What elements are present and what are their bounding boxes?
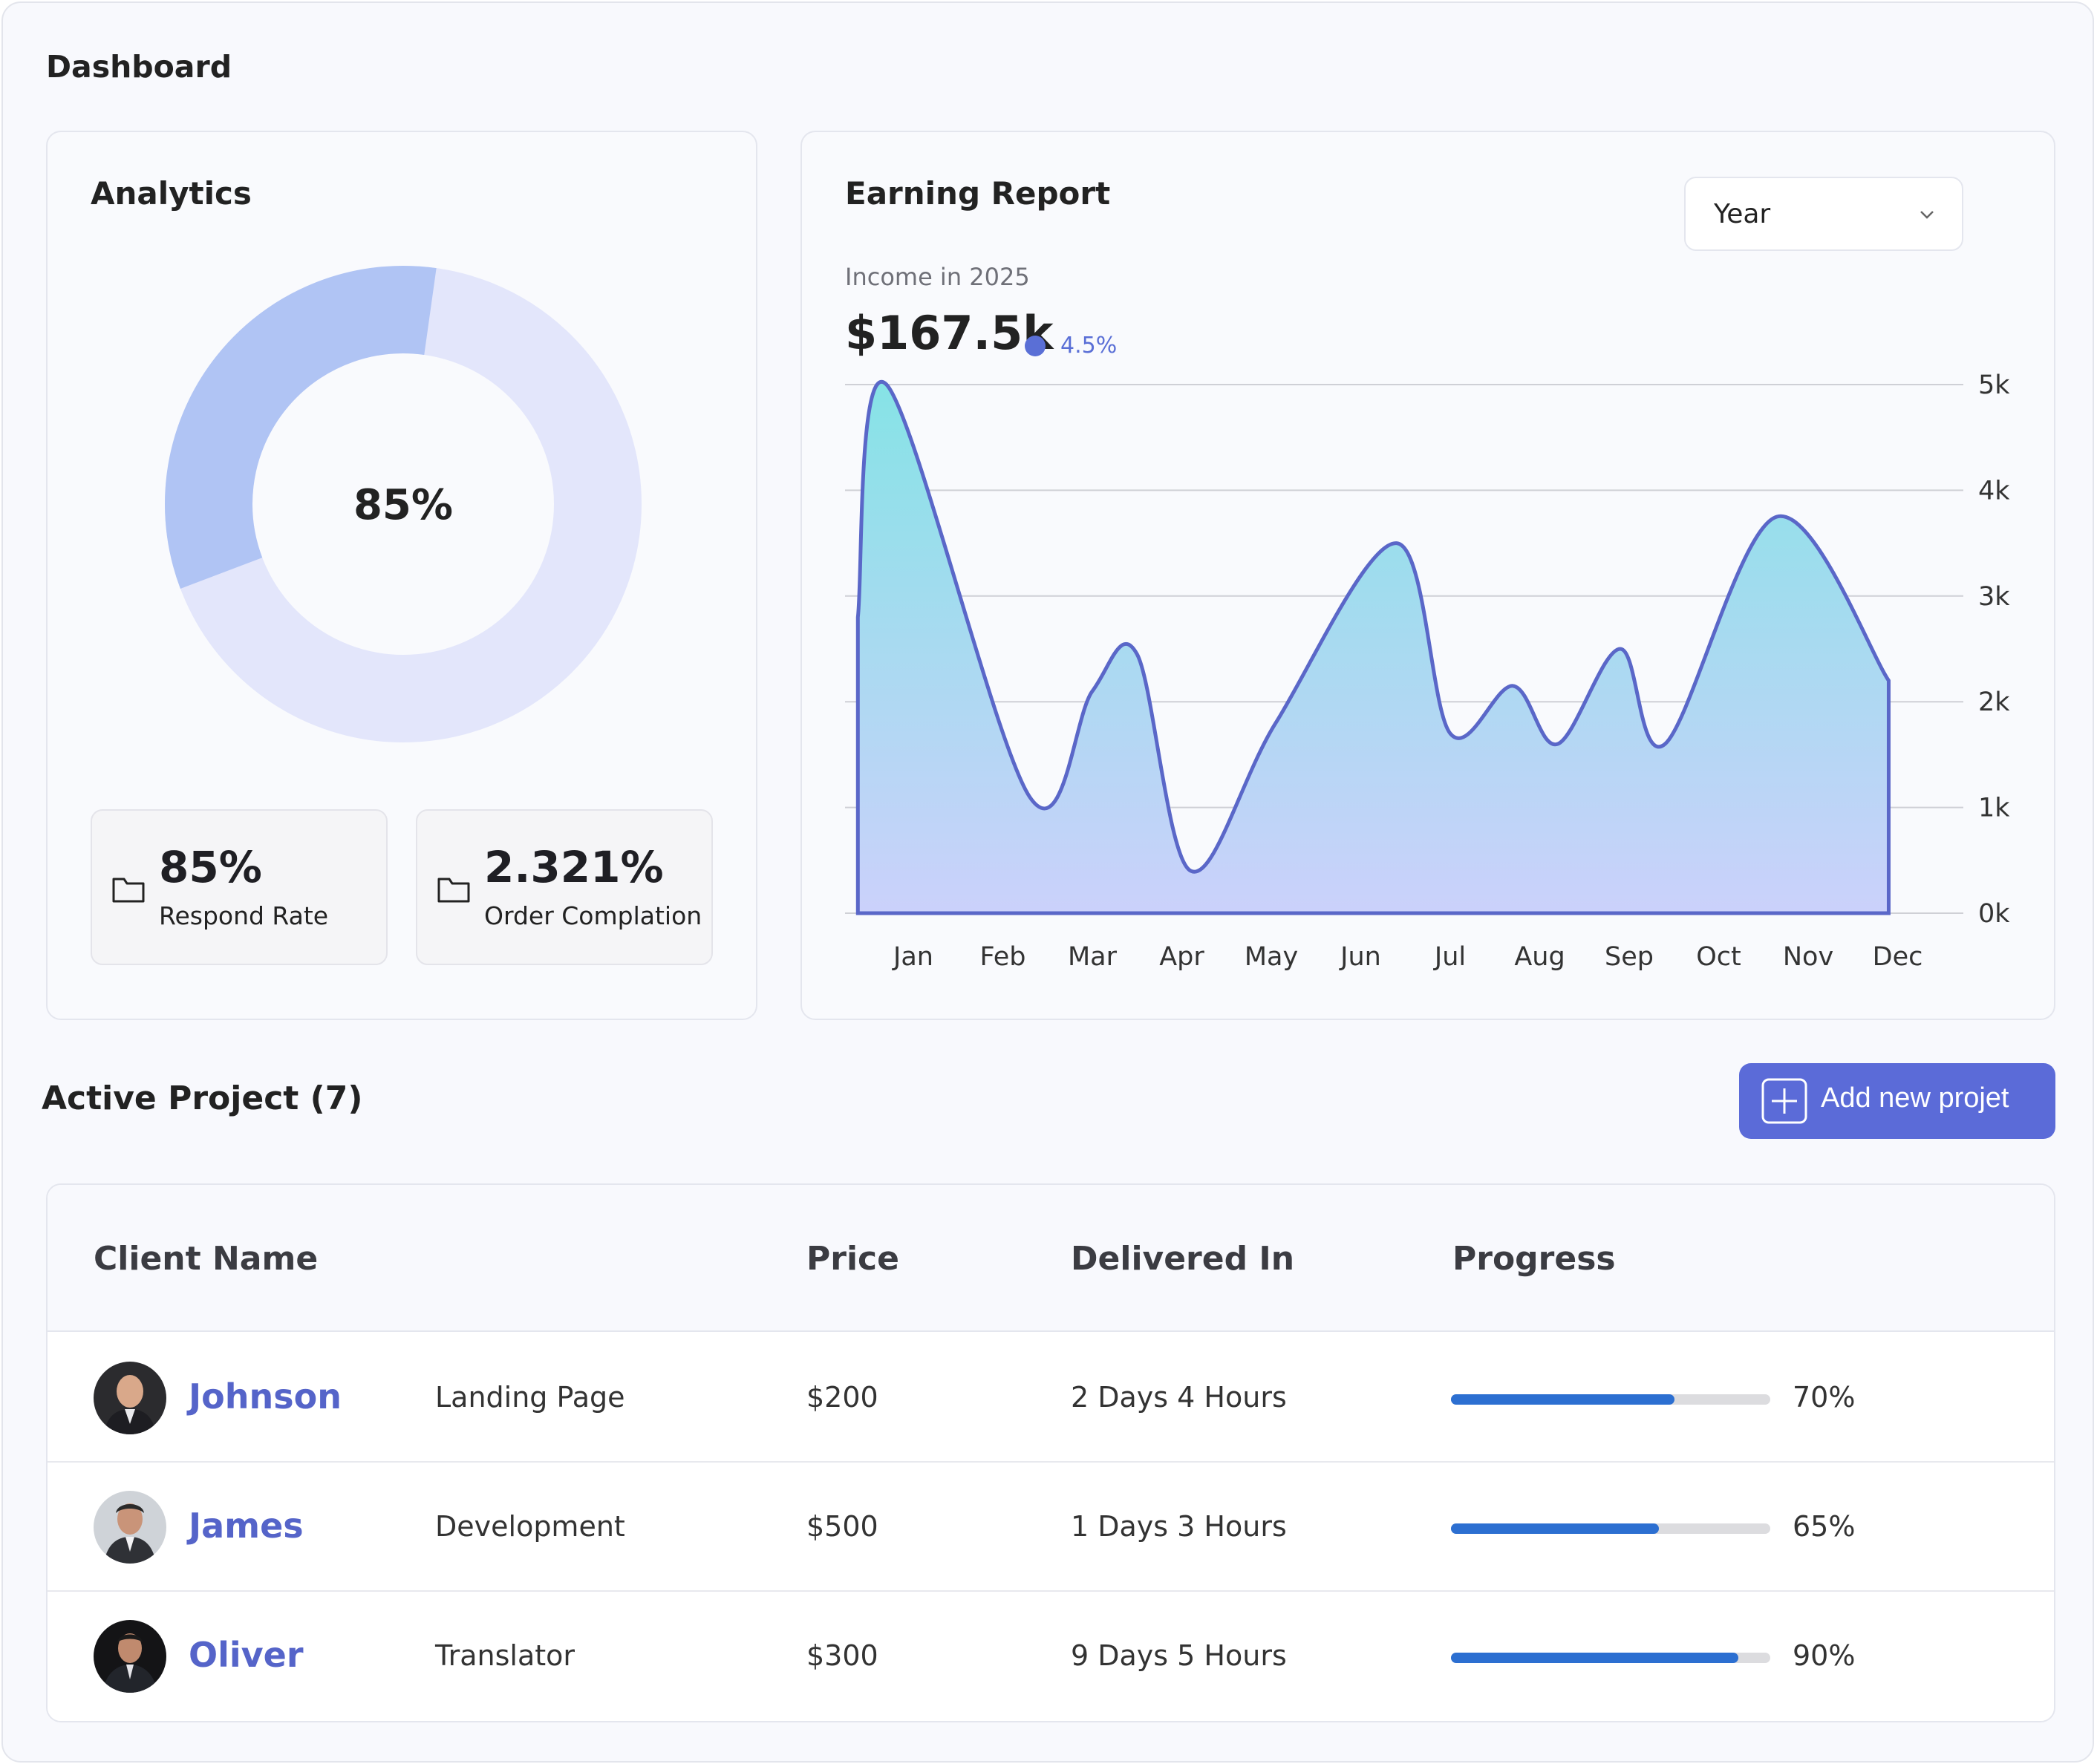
column-header-delivered-in[interactable]: Delivered In — [1071, 1240, 1295, 1278]
table-row[interactable]: Johnson Landing Page $200 2 Days 4 Hours… — [48, 1333, 2054, 1463]
x-tick-label: Aug — [1514, 942, 1565, 972]
progress-percent: 70% — [1793, 1381, 1856, 1414]
project-type: Development — [435, 1510, 625, 1543]
earning-area-fill — [858, 382, 1889, 913]
x-tick-label: Jun — [1339, 942, 1381, 972]
y-tick-label: 1k — [1978, 794, 2010, 823]
x-tick-label: Mar — [1068, 942, 1118, 972]
client-name-link[interactable]: James — [189, 1506, 304, 1546]
income-change: 4.5% — [1060, 333, 1118, 359]
project-price: $500 — [806, 1510, 878, 1543]
avatar — [94, 1491, 166, 1564]
projects-table: Client Name Price Delivered In Progress … — [46, 1183, 2055, 1722]
donut-center-label: 85% — [353, 481, 453, 529]
analytics-title: Analytics — [91, 175, 252, 212]
client-name-link[interactable]: Johnson — [189, 1376, 342, 1417]
analytics-card: Analytics 85% 85% Respond Rate 2.321% Or… — [46, 131, 757, 1020]
y-axis-ticks: 0k 1k 2k 3k 4k 5k — [1978, 370, 2010, 929]
stat-value: 2.321% — [484, 842, 664, 892]
y-tick-label: 0k — [1978, 899, 2010, 929]
column-header-client-name[interactable]: Client Name — [94, 1240, 319, 1278]
folder-icon — [112, 878, 145, 903]
delivered-in: 1 Days 3 Hours — [1071, 1510, 1287, 1543]
stat-order-completion: 2.321% Order Complation — [416, 809, 713, 965]
active-projects-title: Active Project (7) — [42, 1079, 363, 1117]
change-indicator-dot — [1025, 336, 1046, 356]
y-tick-label: 3k — [1978, 582, 2010, 612]
analytics-donut-chart: 85% — [165, 266, 642, 742]
period-select[interactable]: Year — [1684, 177, 1963, 251]
plus-icon — [1761, 1078, 1807, 1124]
project-type: Translator — [435, 1639, 575, 1672]
x-tick-label: Jan — [892, 942, 933, 972]
earning-report-card: 0k 1k 2k 3k 4k 5k Jan Feb Mar Apr May Jun Jul Aug Sep… — [800, 131, 2055, 1020]
column-header-price[interactable]: Price — [806, 1240, 899, 1278]
earning-report-title: Earning Report — [845, 175, 1111, 212]
stat-value: 85% — [159, 842, 262, 892]
x-tick-label: Jul — [1433, 942, 1466, 972]
project-price: $300 — [806, 1639, 878, 1672]
stat-respond-rate: 85% Respond Rate — [91, 809, 388, 965]
delivered-in: 9 Days 5 Hours — [1071, 1639, 1287, 1672]
column-header-progress[interactable]: Progress — [1452, 1240, 1616, 1278]
folder-icon — [437, 878, 470, 903]
client-name-link[interactable]: Oliver — [189, 1635, 304, 1675]
x-tick-label: Sep — [1605, 942, 1654, 972]
x-axis-ticks: Jan Feb Mar Apr May Jun Jul Aug Sep Oct Nov Dec — [892, 942, 1922, 972]
table-row[interactable]: Oliver Translator $300 9 Days 5 Hours 90… — [48, 1592, 2054, 1721]
table-header: Client Name Price Delivered In Progress — [48, 1185, 2054, 1332]
stat-label: Respond Rate — [159, 901, 329, 930]
avatar — [94, 1362, 166, 1434]
progress-bar-fill — [1451, 1394, 1674, 1405]
income-label: Income in 2025 — [845, 263, 1030, 291]
progress-bar — [1451, 1523, 1770, 1534]
project-price: $200 — [806, 1381, 878, 1414]
x-tick-label: Oct — [1696, 942, 1741, 972]
stat-label: Order Complation — [484, 901, 702, 930]
earning-area-chart: 0k 1k 2k 3k 4k 5k Jan Feb Mar Apr May Jun Jul Aug Sep… — [845, 370, 2010, 972]
y-tick-label: 5k — [1978, 370, 2010, 400]
progress-percent: 90% — [1793, 1639, 1856, 1672]
y-tick-label: 4k — [1978, 476, 2010, 506]
progress-bar-fill — [1451, 1653, 1738, 1663]
avatar — [94, 1620, 166, 1693]
donut-value-arc — [165, 266, 437, 589]
x-tick-label: Dec — [1873, 942, 1923, 972]
project-type: Landing Page — [435, 1381, 625, 1414]
add-new-project-button[interactable]: Add new projet — [1739, 1063, 2055, 1139]
chevron-down-icon — [1920, 211, 1934, 219]
x-tick-label: May — [1245, 942, 1298, 972]
page-title: Dashboard — [46, 49, 232, 85]
x-tick-label: Feb — [980, 942, 1026, 972]
period-select-value: Year — [1714, 199, 1771, 229]
progress-bar — [1451, 1394, 1770, 1405]
add-new-project-label: Add new projet — [1821, 1082, 2009, 1114]
earning-series-line — [855, 379, 1891, 915]
x-tick-label: Apr — [1159, 942, 1204, 972]
progress-bar — [1451, 1653, 1770, 1663]
progress-bar-fill — [1451, 1523, 1659, 1534]
progress-percent: 65% — [1793, 1510, 1856, 1543]
table-row[interactable]: James Development $500 1 Days 3 Hours 65… — [48, 1463, 2054, 1592]
x-tick-label: Nov — [1783, 942, 1833, 972]
y-tick-label: 2k — [1978, 687, 2010, 717]
delivered-in: 2 Days 4 Hours — [1071, 1381, 1287, 1414]
income-value: $167.5k — [845, 306, 1054, 360]
